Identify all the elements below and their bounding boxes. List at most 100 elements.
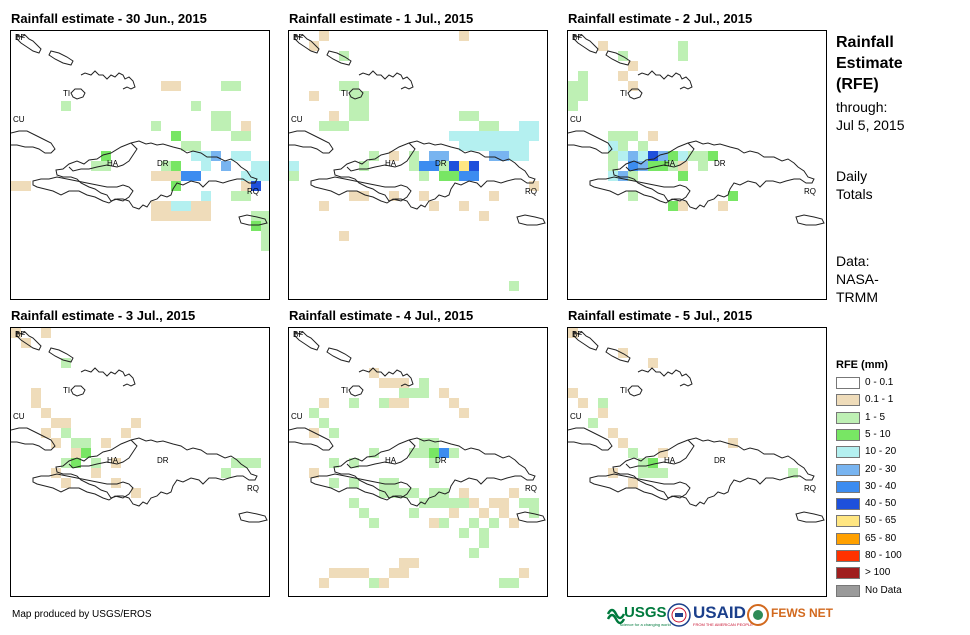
rainfall-cell bbox=[628, 448, 638, 458]
coastline bbox=[358, 367, 414, 387]
legend-label: > 100 bbox=[865, 567, 891, 579]
rainfall-cell bbox=[459, 31, 469, 41]
rainfall-cell bbox=[251, 161, 269, 181]
data-source-text: Data: NASA- TRMM bbox=[836, 252, 879, 306]
rainfall-cell bbox=[469, 518, 479, 528]
rainfall-cell bbox=[419, 378, 429, 388]
rainfall-cell bbox=[399, 388, 409, 398]
rainfall-cell bbox=[51, 418, 61, 428]
rainfall-map bbox=[289, 331, 546, 588]
rainfall-cell bbox=[429, 518, 439, 528]
map-label-rq: RQ bbox=[804, 187, 816, 196]
coastline bbox=[795, 511, 825, 523]
rainfall-cell bbox=[379, 398, 389, 408]
map-label-ti: TI bbox=[620, 89, 628, 98]
rainfall-cell bbox=[349, 478, 359, 488]
rainfall-cell bbox=[61, 428, 71, 438]
rainfall-cell bbox=[608, 141, 618, 151]
rainfall-cell bbox=[578, 71, 588, 81]
rainfall-cell bbox=[181, 141, 201, 151]
usaid-tagline: FROM THE AMERICAN PEOPLE bbox=[693, 622, 753, 627]
map-label-dr: DR bbox=[714, 159, 726, 168]
rainfall-cell bbox=[568, 328, 578, 338]
coastline bbox=[346, 142, 416, 172]
rainfall-cell bbox=[251, 181, 261, 191]
rainfall-cell bbox=[618, 151, 628, 161]
rainfall-cell bbox=[379, 478, 399, 498]
legend-swatch bbox=[836, 515, 860, 528]
rainfall-cell bbox=[489, 518, 499, 528]
legend-swatch bbox=[836, 498, 860, 511]
rainfall-cell bbox=[578, 398, 588, 408]
rainfall-cell bbox=[359, 508, 369, 518]
rainfall-cell bbox=[369, 518, 379, 528]
rainfall-cell bbox=[41, 328, 51, 338]
map-label-dr: DR bbox=[157, 456, 169, 465]
legend-heading: Rainfall Estimate (RFE) bbox=[836, 32, 903, 95]
map-label-ti: TI bbox=[620, 386, 628, 395]
rainfall-cell bbox=[568, 101, 578, 111]
rainfall-cell bbox=[369, 151, 379, 161]
rainfall-cell bbox=[231, 458, 251, 468]
legend-item: 5 - 10 bbox=[836, 428, 966, 443]
rainfall-cell bbox=[459, 488, 469, 498]
rainfall-cell bbox=[379, 578, 389, 588]
rainfall-cell bbox=[111, 458, 121, 468]
daily-label: Daily bbox=[836, 168, 868, 184]
map-label-ha: HA bbox=[107, 456, 119, 465]
rainfall-cell bbox=[489, 191, 499, 201]
coastline bbox=[568, 427, 613, 451]
rainfall-cell bbox=[309, 41, 319, 51]
rainfall-cell bbox=[568, 81, 588, 101]
coastline bbox=[637, 367, 693, 387]
rainfall-cell bbox=[668, 151, 678, 161]
fews-net-logo: FEWS NET bbox=[747, 600, 833, 630]
rainfall-cell bbox=[289, 161, 299, 171]
legend-item: 1 - 5 bbox=[836, 411, 966, 426]
rainfall-cell bbox=[369, 578, 379, 588]
panel-title: Rainfall estimate - 30 Jun., 2015 bbox=[11, 11, 207, 26]
rainfall-cell bbox=[329, 111, 339, 121]
map-label-bf: BF bbox=[293, 33, 304, 42]
rainfall-cell bbox=[101, 151, 111, 161]
coastline bbox=[627, 88, 643, 100]
legend-label: 20 - 30 bbox=[865, 463, 897, 475]
rainfall-cell bbox=[489, 498, 499, 508]
rainfall-cell bbox=[41, 428, 51, 438]
rainfall-cell bbox=[211, 111, 231, 131]
map-label-cu: CU bbox=[291, 412, 303, 421]
coastline bbox=[605, 347, 631, 363]
rainfall-map bbox=[289, 31, 546, 291]
rainfall-cell bbox=[439, 171, 459, 181]
rainfall-cell bbox=[339, 231, 349, 241]
rainfall-cell bbox=[439, 388, 449, 398]
coastline bbox=[589, 176, 691, 204]
legend-item: No Data bbox=[836, 584, 966, 599]
data-label: Data: bbox=[836, 253, 870, 269]
rainfall-cell bbox=[309, 468, 319, 478]
rainfall-cell bbox=[499, 578, 509, 588]
map-label-cu: CU bbox=[13, 412, 25, 421]
rainfall-cell bbox=[568, 388, 578, 398]
rainfall-cell bbox=[261, 231, 269, 251]
legend-item: 10 - 20 bbox=[836, 446, 966, 460]
rainfall-cell bbox=[429, 448, 439, 458]
coastline bbox=[68, 439, 138, 469]
fews-wordmark: FEWS NET bbox=[771, 606, 833, 620]
rainfall-cell bbox=[469, 548, 479, 558]
rainfall-cell bbox=[409, 508, 419, 518]
coastline bbox=[627, 385, 643, 397]
legend-label: 40 - 50 bbox=[865, 498, 897, 510]
legend-swatch bbox=[836, 428, 860, 441]
map-label-ha: HA bbox=[664, 159, 676, 168]
map-label-dr: DR bbox=[157, 159, 169, 168]
rainfall-cell bbox=[309, 91, 319, 101]
rainfall-cell bbox=[171, 201, 191, 211]
map-label-rq: RQ bbox=[247, 187, 259, 196]
rainfall-cell bbox=[359, 161, 369, 171]
map-label-ti: TI bbox=[341, 386, 349, 395]
coastline bbox=[80, 367, 136, 387]
rainfall-cell bbox=[419, 191, 429, 201]
rainfall-cell bbox=[519, 498, 539, 508]
coastline bbox=[32, 473, 134, 501]
